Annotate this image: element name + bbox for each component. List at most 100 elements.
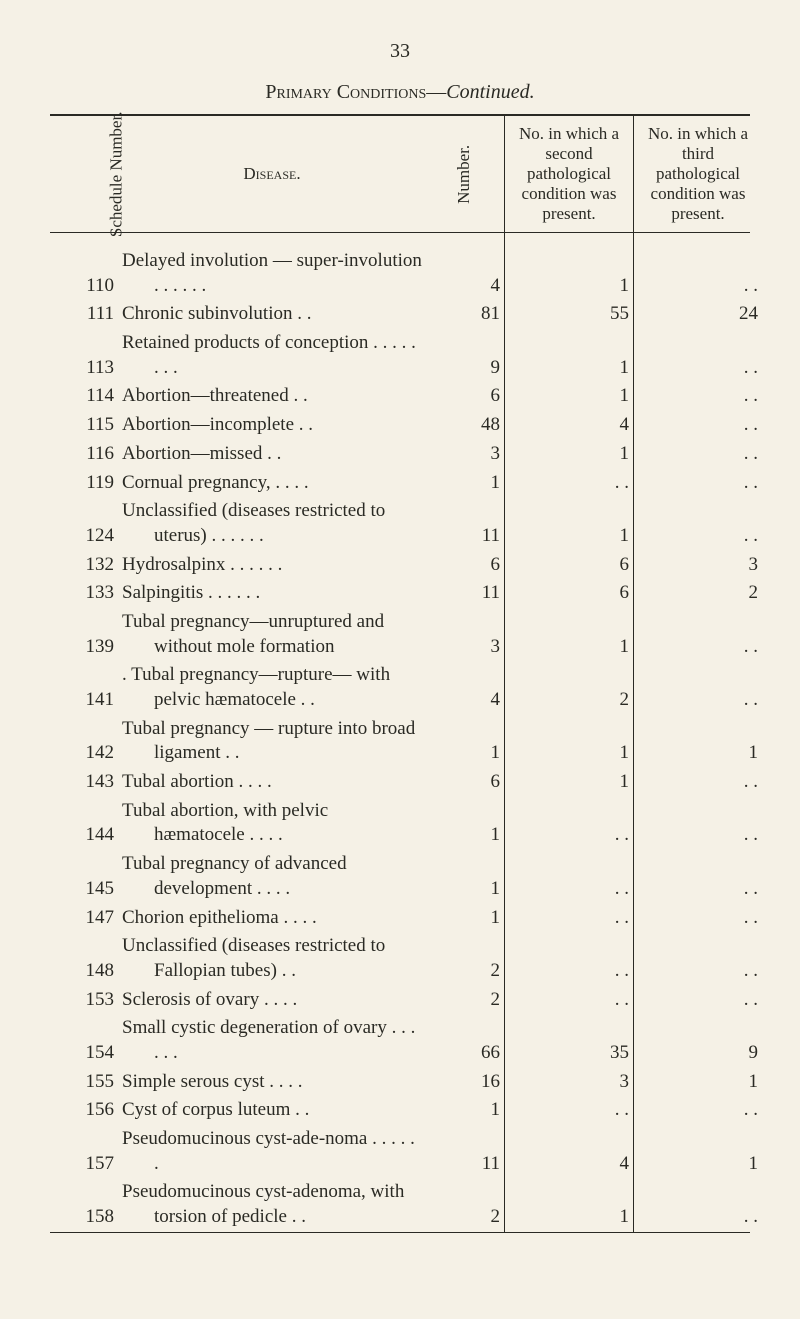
cell-third-condition: . .: [634, 768, 763, 797]
cell-second-condition: . .: [505, 904, 634, 933]
cell-schedule-number: 133: [50, 579, 118, 608]
cell-number: 1: [426, 469, 505, 498]
table-row: 148Unclassified (diseases restricted to …: [50, 932, 762, 985]
header-number: Number.: [426, 116, 505, 232]
cell-third-condition: 1: [634, 1068, 763, 1097]
cell-third-condition: 2: [634, 579, 763, 608]
cell-disease: Tubal abortion, with pelvic hæmatocele .…: [118, 797, 426, 850]
cell-disease: Small cystic degeneration of ovary . . .…: [118, 1014, 426, 1067]
cell-number: 16: [426, 1068, 505, 1097]
cell-number: 81: [426, 300, 505, 329]
table-row: 139Tubal pregnancy—unruptured and withou…: [50, 608, 762, 661]
cell-second-condition: . .: [505, 932, 634, 985]
cell-third-condition: . .: [634, 411, 763, 440]
caption-continued: Continued.: [446, 81, 534, 103]
cell-schedule-number: 157: [50, 1125, 118, 1178]
column-headers: Schedule Number. Disease. Number. No. in…: [50, 116, 762, 232]
cell-third-condition: . .: [634, 329, 763, 382]
cell-disease: Chronic subinvolution . .: [118, 300, 426, 329]
cell-third-condition: . .: [634, 440, 763, 469]
cell-disease: Pseudomucinous cyst-adenoma, with torsio…: [118, 1178, 426, 1231]
table-row: 113Retained products of conception . . .…: [50, 329, 762, 382]
cell-schedule-number: 124: [50, 497, 118, 550]
cell-number: 3: [426, 608, 505, 661]
table-row: 133Salpingitis . . . . . .1162: [50, 579, 762, 608]
cell-second-condition: 1: [505, 329, 634, 382]
cell-third-condition: 24: [634, 300, 763, 329]
cell-disease: Unclassified (diseases restricted to Fal…: [118, 932, 426, 985]
cell-second-condition: 1: [505, 247, 634, 300]
table-row: 155Simple serous cyst . . . .1631: [50, 1068, 762, 1097]
cell-disease: Tubal pregnancy of advanced development …: [118, 850, 426, 903]
cell-third-condition: . .: [634, 608, 763, 661]
conditions-table: 110Delayed involution — super-involution…: [50, 233, 762, 1232]
cell-third-condition: . .: [634, 932, 763, 985]
cell-schedule-number: 153: [50, 986, 118, 1015]
cell-third-condition: . .: [634, 1096, 763, 1125]
cell-disease: Pseudomucinous cyst-ade-noma . . . . . .: [118, 1125, 426, 1178]
cell-disease: Tubal pregnancy—unruptured and without m…: [118, 608, 426, 661]
table-row: 147Chorion epithelioma . . . .1. .. .: [50, 904, 762, 933]
cell-disease: Cyst of corpus luteum . .: [118, 1096, 426, 1125]
cell-schedule-number: 119: [50, 469, 118, 498]
cell-number: 11: [426, 579, 505, 608]
cell-number: 3: [426, 440, 505, 469]
cell-number: 1: [426, 850, 505, 903]
cell-second-condition: . .: [505, 797, 634, 850]
cell-schedule-number: 147: [50, 904, 118, 933]
table-row: 111Chronic subinvolution . .815524: [50, 300, 762, 329]
cell-schedule-number: 155: [50, 1068, 118, 1097]
cell-schedule-number: 148: [50, 932, 118, 985]
page-number: 33: [50, 40, 750, 63]
cell-third-condition: . .: [634, 382, 763, 411]
cell-second-condition: 4: [505, 1125, 634, 1178]
cell-disease: Cornual pregnancy, . . . .: [118, 469, 426, 498]
cell-schedule-number: 158: [50, 1178, 118, 1231]
cell-number: 6: [426, 382, 505, 411]
cell-number: 4: [426, 247, 505, 300]
cell-second-condition: . .: [505, 986, 634, 1015]
header-schedule-label: Schedule Number.: [107, 112, 126, 238]
cell-disease: Hydrosalpinx . . . . . .: [118, 551, 426, 580]
header-disease-label: Disease.: [243, 164, 300, 183]
table-row: 110Delayed involution — super-involution…: [50, 247, 762, 300]
table-row: 143Tubal abortion . . . .61. .: [50, 768, 762, 797]
cell-second-condition: 2: [505, 661, 634, 714]
cell-second-condition: 1: [505, 497, 634, 550]
cell-number: 11: [426, 1125, 505, 1178]
cell-second-condition: . .: [505, 1096, 634, 1125]
cell-disease: . Tubal pregnancy—rupture— with pelvic h…: [118, 661, 426, 714]
cell-second-condition: 1: [505, 768, 634, 797]
cell-third-condition: . .: [634, 797, 763, 850]
cell-schedule-number: 110: [50, 247, 118, 300]
cell-number: 66: [426, 1014, 505, 1067]
cell-disease: Simple serous cyst . . . .: [118, 1068, 426, 1097]
cell-third-condition: . .: [634, 497, 763, 550]
cell-schedule-number: 144: [50, 797, 118, 850]
cell-third-condition: . .: [634, 661, 763, 714]
cell-second-condition: 1: [505, 440, 634, 469]
table-row: 158Pseudomucinous cyst-adenoma, with tor…: [50, 1178, 762, 1231]
table-row: 153Sclerosis of ovary . . . .2. .. .: [50, 986, 762, 1015]
cell-schedule-number: 145: [50, 850, 118, 903]
cell-number: 6: [426, 768, 505, 797]
cell-second-condition: 35: [505, 1014, 634, 1067]
table-row: 142Tubal pregnancy — rupture into broad …: [50, 715, 762, 768]
cell-number: 2: [426, 986, 505, 1015]
cell-second-condition: . .: [505, 850, 634, 903]
cell-disease: Abortion—threatened . .: [118, 382, 426, 411]
table-row: 145Tubal pregnancy of advanced developme…: [50, 850, 762, 903]
table-row: 124Unclassified (diseases restricted to …: [50, 497, 762, 550]
cell-schedule-number: 113: [50, 329, 118, 382]
table-row: 115Abortion—incomplete . .484. .: [50, 411, 762, 440]
cell-number: 6: [426, 551, 505, 580]
cell-third-condition: . .: [634, 469, 763, 498]
cell-disease: Tubal abortion . . . .: [118, 768, 426, 797]
cell-second-condition: 1: [505, 608, 634, 661]
cell-schedule-number: 116: [50, 440, 118, 469]
cell-third-condition: 1: [634, 715, 763, 768]
cell-disease: Chorion epithelioma . . . .: [118, 904, 426, 933]
cell-third-condition: 9: [634, 1014, 763, 1067]
cell-schedule-number: 114: [50, 382, 118, 411]
cell-disease: Abortion—incomplete . .: [118, 411, 426, 440]
